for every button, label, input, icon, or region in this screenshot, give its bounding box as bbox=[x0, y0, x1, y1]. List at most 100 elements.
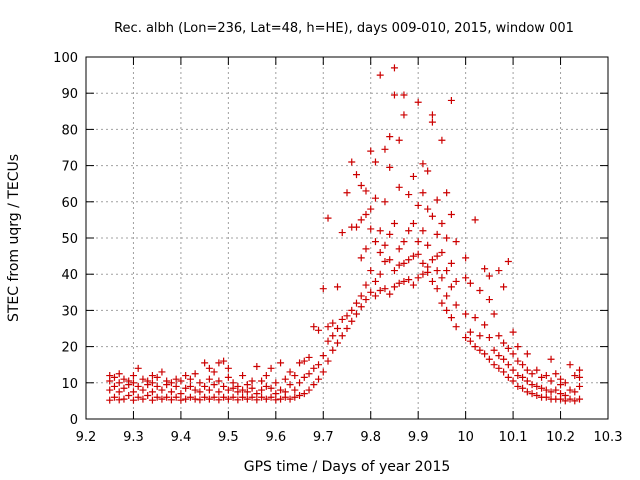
data-point bbox=[167, 379, 175, 387]
data-point bbox=[134, 393, 142, 401]
data-point bbox=[172, 382, 180, 390]
data-point bbox=[386, 133, 394, 141]
data-point bbox=[500, 283, 508, 291]
data-point bbox=[485, 272, 493, 280]
data-point bbox=[381, 241, 389, 249]
data-point bbox=[438, 274, 446, 282]
data-point bbox=[362, 210, 370, 218]
data-point bbox=[182, 384, 190, 392]
data-point bbox=[148, 396, 156, 404]
data-point bbox=[490, 310, 498, 318]
data-point bbox=[167, 396, 175, 404]
data-point bbox=[144, 391, 152, 399]
data-point bbox=[357, 292, 365, 300]
data-point bbox=[514, 357, 522, 365]
data-point bbox=[514, 382, 522, 390]
data-point bbox=[229, 379, 237, 387]
data-point bbox=[409, 281, 417, 289]
data-point bbox=[476, 332, 484, 340]
data-point bbox=[371, 238, 379, 246]
data-point bbox=[571, 372, 579, 380]
data-point bbox=[557, 375, 565, 383]
data-point bbox=[258, 393, 266, 401]
data-point bbox=[542, 386, 550, 394]
data-point bbox=[523, 366, 531, 374]
data-point bbox=[566, 361, 574, 369]
data-point bbox=[239, 372, 247, 380]
data-point bbox=[352, 223, 360, 231]
data-point bbox=[367, 267, 375, 275]
data-point bbox=[348, 158, 356, 166]
data-point bbox=[129, 372, 137, 380]
data-point bbox=[296, 359, 304, 367]
data-point bbox=[229, 393, 237, 401]
data-point bbox=[186, 375, 194, 383]
data-point bbox=[125, 391, 133, 399]
data-point bbox=[390, 64, 398, 72]
data-point bbox=[476, 346, 484, 354]
data-point bbox=[134, 364, 142, 372]
data-point bbox=[215, 377, 223, 385]
data-point bbox=[272, 379, 280, 387]
data-point bbox=[424, 241, 432, 249]
data-point bbox=[395, 261, 403, 269]
data-point bbox=[357, 254, 365, 262]
data-point bbox=[338, 229, 346, 237]
data-point bbox=[443, 267, 451, 275]
data-point bbox=[443, 292, 451, 300]
data-point bbox=[476, 286, 484, 294]
data-point bbox=[576, 395, 584, 403]
data-point bbox=[315, 326, 323, 334]
data-points bbox=[106, 64, 584, 405]
data-point bbox=[419, 259, 427, 267]
data-point bbox=[334, 283, 342, 291]
data-point bbox=[514, 372, 522, 380]
data-point bbox=[210, 393, 218, 401]
data-point bbox=[129, 388, 137, 396]
data-point bbox=[414, 238, 422, 246]
data-point bbox=[177, 390, 185, 398]
data-point bbox=[205, 364, 213, 372]
x-tick-label: 9.7 bbox=[313, 430, 334, 445]
data-point bbox=[452, 301, 460, 309]
data-point bbox=[243, 381, 251, 389]
data-point bbox=[519, 361, 527, 369]
x-tick-label: 9.5 bbox=[218, 430, 239, 445]
data-point bbox=[390, 283, 398, 291]
x-tick-label: 10 bbox=[457, 430, 474, 445]
data-point bbox=[357, 216, 365, 224]
data-point bbox=[381, 285, 389, 293]
data-point bbox=[481, 265, 489, 273]
data-point bbox=[334, 339, 342, 347]
data-point bbox=[371, 194, 379, 202]
data-point bbox=[120, 395, 128, 403]
data-point bbox=[243, 388, 251, 396]
data-point bbox=[462, 274, 470, 282]
data-point bbox=[343, 325, 351, 332]
data-point bbox=[267, 364, 275, 372]
data-point bbox=[129, 379, 137, 387]
data-point bbox=[471, 314, 479, 322]
data-point bbox=[466, 279, 474, 287]
x-tick-label: 10.2 bbox=[546, 430, 575, 445]
data-point bbox=[262, 395, 270, 403]
data-point bbox=[438, 220, 446, 228]
data-point bbox=[447, 210, 455, 218]
data-point bbox=[523, 350, 531, 358]
data-point bbox=[495, 267, 503, 275]
data-point bbox=[381, 145, 389, 153]
data-point bbox=[395, 136, 403, 144]
data-point bbox=[172, 393, 180, 401]
data-point bbox=[258, 386, 266, 394]
data-point bbox=[376, 270, 384, 278]
data-point bbox=[533, 391, 541, 399]
data-point bbox=[447, 283, 455, 291]
data-point bbox=[343, 312, 351, 320]
data-point bbox=[500, 355, 508, 363]
data-point bbox=[319, 285, 327, 293]
data-point bbox=[277, 359, 285, 367]
data-point bbox=[576, 382, 584, 390]
data-point bbox=[286, 368, 294, 376]
y-tick-label: 0 bbox=[70, 413, 78, 428]
data-point bbox=[310, 323, 318, 331]
